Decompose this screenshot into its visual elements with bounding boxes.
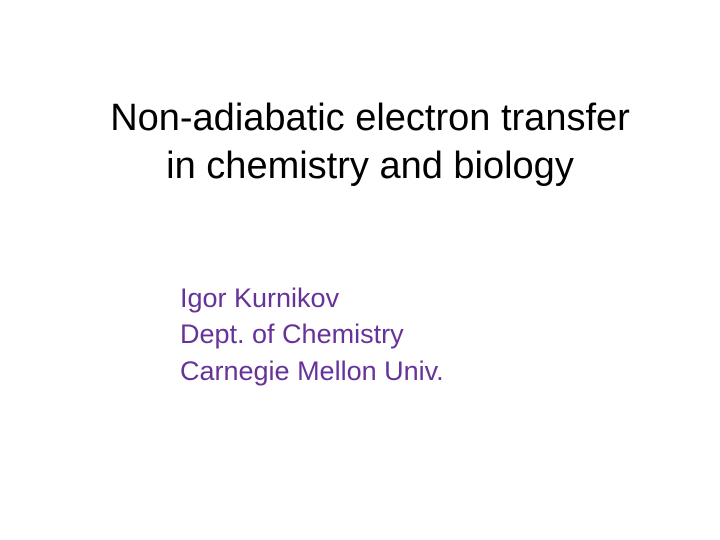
author-department: Dept. of Chemistry <box>180 316 444 352</box>
author-block: Igor Kurnikov Dept. of Chemistry Carnegi… <box>180 280 444 389</box>
title-line-1: Non-adiabatic electron transfer <box>60 95 680 143</box>
title-line-2: in chemistry and biology <box>60 143 680 191</box>
presentation-slide: Non-adiabatic electron transfer in chemi… <box>0 0 720 540</box>
author-institution: Carnegie Mellon Univ. <box>180 353 444 389</box>
author-name: Igor Kurnikov <box>180 280 444 316</box>
slide-title: Non-adiabatic electron transfer in chemi… <box>60 95 680 190</box>
